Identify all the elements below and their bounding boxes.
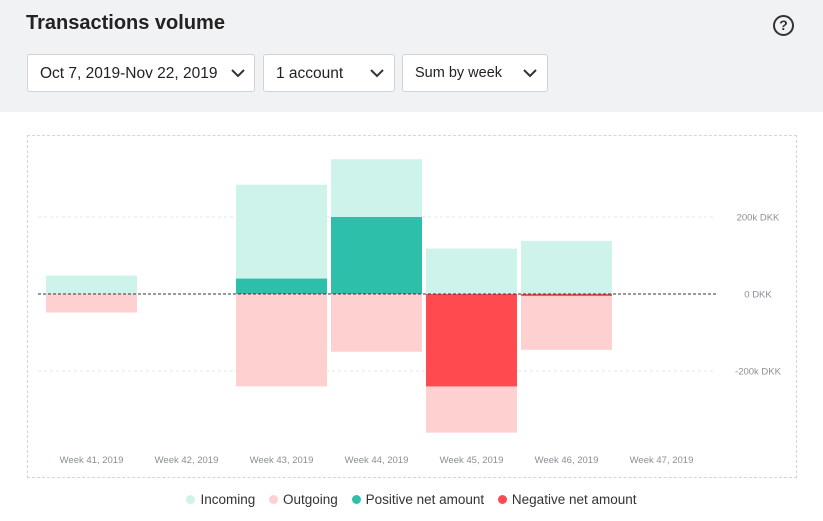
chart-legend: Incoming Outgoing Positive net amount Ne… xyxy=(0,492,823,507)
incoming-bar xyxy=(236,184,327,294)
account-value: 1 account xyxy=(276,65,344,82)
positive-net-bar xyxy=(236,278,327,294)
negative-net-swatch xyxy=(497,495,507,504)
positive-net-swatch xyxy=(351,495,361,504)
date-range-value: Oct 7, 2019-Nov 22, 2019 xyxy=(40,65,218,82)
x-tick-label: Week 44, 2019 xyxy=(345,455,409,466)
help-icon[interactable]: ? xyxy=(773,15,794,36)
transactions-chart: 200k DKK 0 DKK -200k DKK Week 41, 2019 Week … xyxy=(38,159,782,466)
header-bar: Transactions volume ? Oct 7, 2019-Nov 22… xyxy=(0,0,823,112)
legend-positive-net[interactable]: Positive net amount xyxy=(351,492,485,507)
incoming-bar xyxy=(426,248,517,294)
legend-outgoing[interactable]: Outgoing xyxy=(269,492,338,507)
y-tick-label: 200k DKK xyxy=(737,213,780,224)
aggregation-dropdown[interactable]: Sum by week xyxy=(402,54,548,92)
outgoing-bar xyxy=(331,294,422,352)
y-tick-label: -200k DKK xyxy=(735,367,782,378)
x-tick-label: Week 47, 2019 xyxy=(630,455,694,466)
chart-container: 200k DKK 0 DKK -200k DKK Week 41, 2019 Week … xyxy=(27,135,797,478)
negative-net-bar xyxy=(426,294,517,387)
outgoing-bar xyxy=(521,294,612,350)
legend-label: Outgoing xyxy=(283,492,338,507)
page-title: Transactions volume xyxy=(26,12,225,34)
incoming-bar xyxy=(46,275,137,294)
chevron-down-icon xyxy=(230,63,246,83)
legend-incoming[interactable]: Incoming xyxy=(186,492,255,507)
x-tick-label: Week 43, 2019 xyxy=(250,455,314,466)
outgoing-bar xyxy=(46,294,137,313)
positive-net-bar xyxy=(331,217,422,294)
outgoing-swatch xyxy=(269,495,279,504)
legend-label: Incoming xyxy=(200,492,256,507)
negative-net-bar xyxy=(521,294,612,296)
chevron-down-icon xyxy=(369,63,385,83)
account-dropdown[interactable]: 1 account xyxy=(263,54,395,92)
y-tick-label: 0 DKK xyxy=(744,290,772,301)
incoming-swatch xyxy=(186,495,196,504)
x-tick-label: Week 46, 2019 xyxy=(535,455,599,466)
outgoing-bar xyxy=(236,294,327,387)
chevron-down-icon xyxy=(522,63,538,83)
legend-label: Positive net amount xyxy=(365,492,485,507)
legend-negative-net[interactable]: Negative net amount xyxy=(497,492,637,507)
date-range-dropdown[interactable]: Oct 7, 2019-Nov 22, 2019 xyxy=(27,54,255,92)
x-tick-label: Week 41, 2019 xyxy=(60,455,124,466)
x-tick-label: Week 42, 2019 xyxy=(155,455,219,466)
aggregation-value: Sum by week xyxy=(415,65,503,81)
x-tick-label: Week 45, 2019 xyxy=(440,455,504,466)
legend-label: Negative net amount xyxy=(511,492,637,507)
incoming-bar xyxy=(521,240,612,294)
